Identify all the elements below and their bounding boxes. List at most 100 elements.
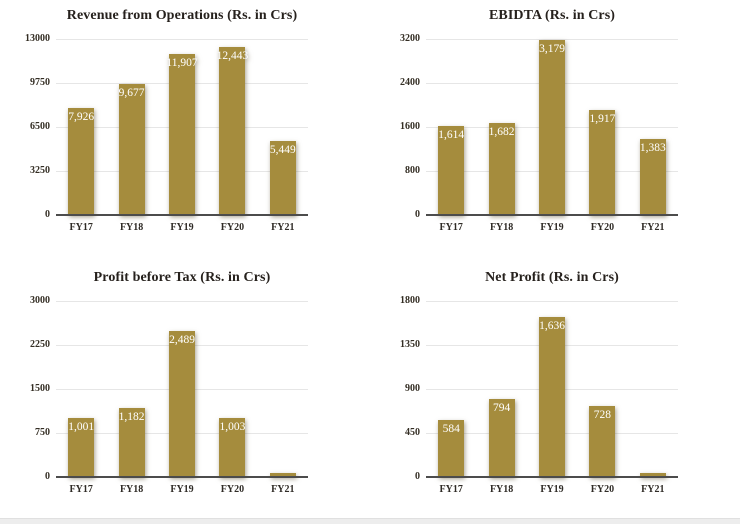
bar-value-label: 7,926 bbox=[68, 110, 95, 123]
y-tick-label: 1800 bbox=[400, 295, 420, 306]
bar-value-label: 728 bbox=[593, 408, 612, 421]
bar-fy18: 9,677 bbox=[118, 84, 145, 215]
bar-fy21 bbox=[269, 473, 296, 477]
bar-slot: 1,003 bbox=[207, 301, 257, 477]
bar-slot: 1,383 bbox=[628, 39, 678, 215]
plot-area: 7,926 9,677 11,907 12,443 5,449 13000 9750 650… bbox=[25, 33, 308, 220]
bar-slot: 3,179 bbox=[527, 39, 577, 215]
y-tick-label: 750 bbox=[35, 427, 50, 438]
x-axis-label-fy21: FY21 bbox=[641, 222, 665, 233]
plot-area: 1,614 1,682 3,179 1,917 1,383 3200 2400 1600 80… bbox=[400, 33, 678, 220]
bar-fy17: 1,001 bbox=[68, 418, 95, 477]
x-axis-label-fy18: FY18 bbox=[489, 222, 514, 233]
x-axis-line bbox=[56, 214, 308, 216]
x-axis-label-fy17: FY17 bbox=[69, 222, 93, 233]
bar-fy18: 794 bbox=[488, 399, 515, 477]
y-tick-label: 0 bbox=[415, 209, 420, 220]
x-axis-label-fy19: FY19 bbox=[540, 484, 564, 495]
bar-slot bbox=[628, 301, 678, 477]
bar-fy21 bbox=[639, 473, 666, 477]
chart-profit-before-tax: Profit before Tax (Rs. in Crs) 1,001 1,18… bbox=[0, 262, 370, 524]
bar-fy17: 584 bbox=[438, 419, 465, 477]
x-axis-labels: FY17 FY18 FY19 FY20 FY21 bbox=[426, 222, 678, 233]
plot-area: 584 794 1,636 728 1800 1350 900 450 0 bbox=[400, 295, 678, 482]
bar-slot: 1,917 bbox=[577, 39, 627, 215]
chart-revenue-from-operations: Revenue from Operations (Rs. in Crs) 7,9… bbox=[0, 0, 370, 262]
chart-title: EBIDTA (Rs. in Crs) bbox=[488, 8, 616, 23]
x-axis-label-fy17: FY17 bbox=[439, 484, 463, 495]
x-axis-label-fy19: FY19 bbox=[540, 222, 564, 233]
bar-value-label: 2,489 bbox=[169, 333, 195, 346]
bar-fy19: 3,179 bbox=[539, 40, 566, 215]
gridline bbox=[426, 39, 678, 40]
y-tick-label: 2400 bbox=[400, 77, 420, 88]
y-tick-label: 9750 bbox=[30, 77, 50, 88]
bar-value-label: 1,003 bbox=[219, 421, 246, 434]
bar-fy20: 1,003 bbox=[219, 418, 246, 477]
chart-title: Revenue from Operations (Rs. in Crs) bbox=[66, 8, 298, 23]
bar-fy19: 2,489 bbox=[169, 330, 196, 477]
bar-slot: 1,614 bbox=[426, 39, 476, 215]
bar-slot bbox=[258, 301, 308, 477]
bar-value-label: 11,907 bbox=[166, 56, 198, 69]
x-axis-label-fy21: FY21 bbox=[641, 484, 665, 495]
bar-slot: 12,443 bbox=[207, 39, 257, 215]
bar-slot: 728 bbox=[577, 301, 627, 477]
x-axis-label-fy18: FY18 bbox=[119, 222, 144, 233]
bar-fy21: 1,383 bbox=[639, 138, 666, 215]
gridline bbox=[56, 301, 308, 302]
bar-value-label: 794 bbox=[492, 402, 511, 415]
gridline bbox=[426, 301, 678, 302]
chart-title: Profit before Tax (Rs. in Crs) bbox=[93, 270, 271, 285]
bar-value-label: 1,383 bbox=[639, 141, 666, 154]
y-tick-label: 0 bbox=[45, 471, 50, 482]
y-tick-label: 1600 bbox=[400, 121, 420, 132]
gridline bbox=[56, 39, 308, 40]
x-axis-label-fy17: FY17 bbox=[439, 222, 463, 233]
bar-fy20: 1,917 bbox=[589, 109, 616, 215]
bar-slot: 7,926 bbox=[56, 39, 106, 215]
x-axis-label-fy17: FY17 bbox=[69, 484, 93, 495]
bar-slot: 1,182 bbox=[106, 301, 156, 477]
x-axis-label-fy18: FY18 bbox=[489, 484, 514, 495]
x-axis-label-fy20: FY20 bbox=[590, 484, 615, 495]
bar-value-label: 584 bbox=[442, 422, 460, 435]
bar-slot: 2,489 bbox=[157, 301, 207, 477]
bars-group: 584 794 1,636 728 bbox=[426, 301, 678, 477]
y-tick-label: 3000 bbox=[30, 295, 50, 306]
bar-fy20: 728 bbox=[589, 405, 616, 477]
bar-value-label: 1,614 bbox=[438, 129, 465, 142]
y-tick-label: 0 bbox=[45, 209, 50, 220]
x-axis-label-fy21: FY21 bbox=[271, 484, 295, 495]
y-tick-label: 2250 bbox=[30, 339, 50, 350]
x-axis-label-fy20: FY20 bbox=[590, 222, 615, 233]
x-axis-labels: FY17 FY18 FY19 FY20 FY21 bbox=[56, 222, 308, 233]
bar-value-label: 9,677 bbox=[118, 87, 145, 99]
y-tick-label: 13000 bbox=[25, 33, 50, 44]
y-tick-label: 900 bbox=[405, 383, 420, 394]
y-tick-label: 800 bbox=[405, 165, 420, 176]
chart-ebidta: EBIDTA (Rs. in Crs) 1,614 1,682 3,179 1,917… bbox=[370, 0, 740, 262]
bar-fy17: 7,926 bbox=[68, 107, 95, 215]
y-tick-label: 450 bbox=[405, 427, 420, 438]
x-axis-line bbox=[426, 476, 678, 478]
bars-group: 1,001 1,182 2,489 1,003 bbox=[56, 301, 308, 477]
bar-slot: 584 bbox=[426, 301, 476, 477]
bar-value-label: 1,182 bbox=[118, 410, 145, 423]
bar-value-label: 1,001 bbox=[68, 421, 95, 434]
bar-value-label: 1,636 bbox=[539, 320, 565, 333]
chart-title: Net Profit (Rs. in Crs) bbox=[485, 270, 619, 285]
bar-fy19: 1,636 bbox=[539, 317, 566, 477]
bar-slot: 5,449 bbox=[258, 39, 308, 215]
y-tick-label: 1350 bbox=[400, 339, 420, 350]
bar-slot: 1,636 bbox=[527, 301, 577, 477]
y-tick-label: 3200 bbox=[400, 33, 420, 44]
bar-slot: 794 bbox=[476, 301, 526, 477]
chart-net-profit: Net Profit (Rs. in Crs) 584 794 1,636 728 1… bbox=[370, 262, 740, 524]
bar-fy18: 1,182 bbox=[118, 407, 145, 477]
x-axis-label-fy20: FY20 bbox=[220, 222, 245, 233]
bar-slot: 1,001 bbox=[56, 301, 106, 477]
bottom-divider-strip bbox=[0, 518, 740, 524]
plot-area: 1,001 1,182 2,489 1,003 3000 2250 1500 750 0 bbox=[30, 295, 308, 482]
